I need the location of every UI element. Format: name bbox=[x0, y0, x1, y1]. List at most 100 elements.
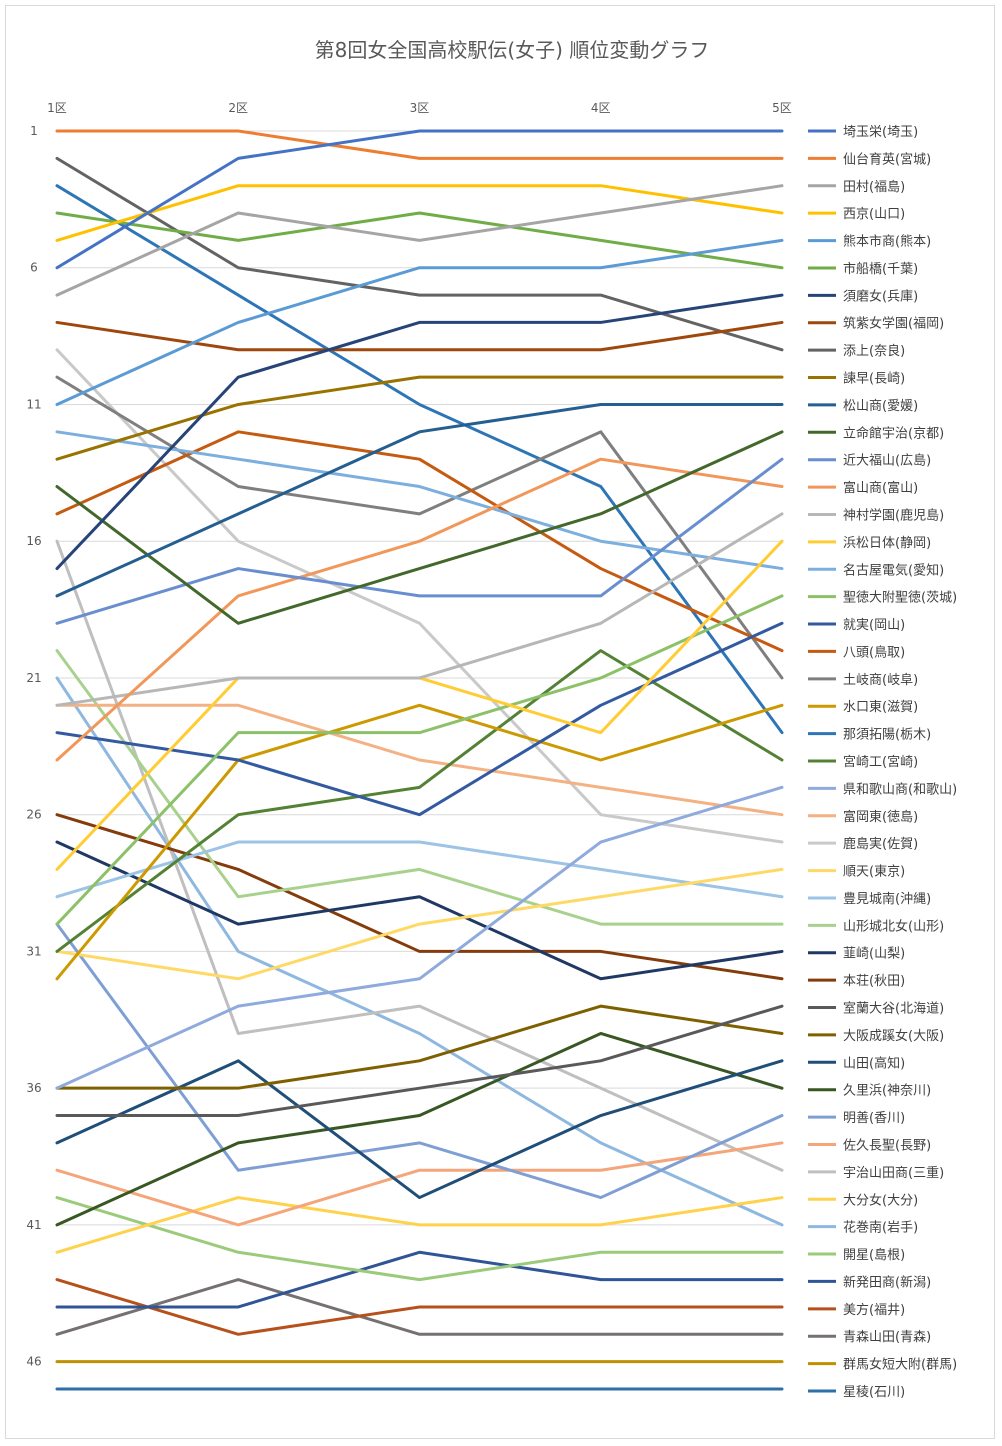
legend-label: 山形城北女(山形) bbox=[843, 918, 944, 934]
series-line bbox=[55, 293, 784, 571]
y-tick-label: 16 bbox=[26, 534, 41, 548]
series-line bbox=[55, 129, 784, 160]
legend-label: 大阪成蹊女(大阪) bbox=[843, 1028, 944, 1044]
series-line bbox=[55, 1031, 784, 1227]
series-line bbox=[55, 813, 784, 981]
legend-label: 浜松日体(静岡) bbox=[843, 536, 931, 551]
legend-label: 宇治山田商(三重) bbox=[843, 1165, 944, 1181]
series-line bbox=[55, 1278, 784, 1336]
legend-label: 富岡東(徳島) bbox=[843, 809, 918, 825]
chart-title: 第8回女全国高校駅伝(女子) 順位変動グラフ bbox=[315, 38, 710, 62]
series-line bbox=[55, 867, 784, 981]
series-line bbox=[55, 402, 784, 598]
legend-label: 豊見城南(沖縄) bbox=[843, 891, 931, 907]
legend-label: 土岐商(岐阜) bbox=[843, 672, 918, 688]
series-layer bbox=[55, 129, 784, 1391]
y-tick-label: 36 bbox=[26, 1081, 41, 1095]
legend-label: 大分女(大分) bbox=[843, 1192, 918, 1208]
legend-label: 花巻南(岩手) bbox=[843, 1220, 918, 1236]
series-line bbox=[55, 184, 784, 242]
legend-label: 神村学園(鹿児島) bbox=[843, 507, 944, 523]
legend-label: 星稜(石川) bbox=[843, 1385, 905, 1400]
series-line bbox=[55, 1196, 784, 1254]
y-tick-label: 41 bbox=[26, 1218, 41, 1232]
series-line bbox=[55, 320, 784, 352]
x-tick-label: 1区 bbox=[47, 101, 67, 115]
series-line bbox=[55, 1196, 784, 1282]
legend: 埼玉栄(埼玉) 仙台育英(宮城) 田村(福島) 西京(山口) 熊本市商(熊本) 市船橋(千… bbox=[808, 125, 957, 1400]
series-line bbox=[55, 457, 784, 625]
legend-label: 室蘭大谷(北海道) bbox=[843, 1001, 944, 1017]
legend-label: 開星(島根) bbox=[843, 1248, 905, 1263]
y-tick-label: 1 bbox=[30, 124, 38, 138]
series-line bbox=[55, 375, 784, 680]
y-tick-label: 31 bbox=[26, 944, 41, 958]
legend-label: 埼玉栄(埼玉) bbox=[843, 125, 918, 140]
series-line bbox=[55, 512, 784, 707]
legend-label: 県和歌山商(和歌山) bbox=[843, 782, 957, 797]
series-line bbox=[55, 375, 784, 461]
x-tick-label: 5区 bbox=[772, 101, 792, 115]
legend-label: 名古屋電気(愛知) bbox=[843, 562, 944, 578]
series-line bbox=[55, 785, 784, 1090]
legend-label: 添上(奈良) bbox=[843, 343, 905, 359]
legend-label: 明善(香川) bbox=[843, 1110, 905, 1126]
legend-label: 田村(福島) bbox=[843, 180, 905, 195]
y-tick-label: 46 bbox=[26, 1355, 41, 1369]
series-line bbox=[55, 621, 784, 817]
series-line bbox=[55, 430, 784, 653]
legend-label: 立命館宇治(京都) bbox=[843, 425, 944, 441]
series-line bbox=[55, 211, 784, 270]
legend-label: 市船橋(千葉) bbox=[843, 261, 918, 277]
legend-label: 韮崎(山梨) bbox=[843, 947, 905, 962]
series-line bbox=[55, 457, 784, 762]
series-line bbox=[55, 594, 784, 926]
legend-label: 近大福山(広島) bbox=[843, 454, 931, 469]
legend-label: 聖徳大附聖徳(茨城) bbox=[843, 591, 957, 606]
x-tick-label: 2区 bbox=[228, 101, 248, 115]
y-tick-label: 21 bbox=[26, 671, 41, 685]
x-tick-label: 4区 bbox=[591, 101, 611, 115]
series-line bbox=[55, 238, 784, 406]
legend-label: 鹿島実(佐賀) bbox=[843, 836, 918, 852]
legend-label: 青森山田(青森) bbox=[843, 1330, 931, 1345]
y-tick-label: 11 bbox=[26, 397, 41, 411]
series-line bbox=[55, 1250, 784, 1309]
series-line bbox=[55, 184, 784, 297]
legend-label: 新発田商(新潟) bbox=[843, 1274, 931, 1290]
legend-label: 西京(山口) bbox=[843, 207, 905, 222]
legend-label: 筑紫女学園(福岡) bbox=[843, 316, 944, 332]
legend-label: 富山商(富山) bbox=[843, 480, 918, 496]
series-line bbox=[55, 649, 784, 926]
series-line bbox=[55, 1004, 784, 1118]
series-line bbox=[55, 539, 784, 1172]
series-line bbox=[55, 1141, 784, 1227]
series-line bbox=[55, 703, 784, 981]
series-line bbox=[55, 649, 784, 953]
x-axis: 1区 2区 3区 4区 5区 bbox=[47, 101, 792, 115]
legend-label: 久里浜(神奈川) bbox=[843, 1084, 931, 1099]
legend-label: 順天(東京) bbox=[843, 864, 905, 880]
series-line bbox=[55, 703, 784, 817]
legend-label: 仙台育英(宮城) bbox=[843, 151, 931, 167]
legend-label: 水口東(滋賀) bbox=[843, 699, 918, 715]
legend-label: 諫早(長崎) bbox=[843, 371, 905, 387]
legend-label: 熊本市商(熊本) bbox=[843, 234, 931, 250]
series-line bbox=[55, 129, 784, 270]
y-tick-label: 26 bbox=[26, 808, 41, 822]
y-tick-label: 6 bbox=[30, 261, 38, 275]
series-line bbox=[55, 840, 784, 981]
series-line bbox=[55, 430, 784, 625]
series-line bbox=[55, 1278, 784, 1336]
series-line bbox=[55, 184, 784, 735]
legend-label: 就実(岡山) bbox=[843, 617, 905, 633]
x-tick-label: 3区 bbox=[410, 101, 430, 115]
legend-label: 那須拓陽(栃木) bbox=[843, 728, 931, 743]
legend-label: 山田(高知) bbox=[843, 1055, 905, 1071]
legend-label: 美方(福井) bbox=[843, 1302, 905, 1318]
legend-label: 松山商(愛媛) bbox=[843, 399, 918, 414]
legend-label: 佐久長聖(長野) bbox=[843, 1138, 931, 1153]
series-line bbox=[55, 1004, 784, 1090]
legend-label: 群馬女短大附(群馬) bbox=[843, 1357, 957, 1373]
